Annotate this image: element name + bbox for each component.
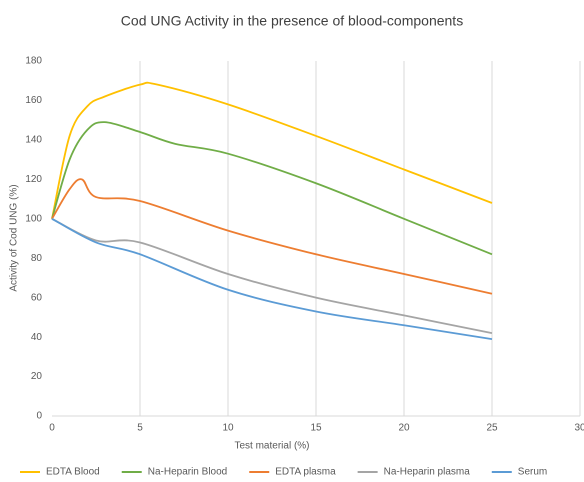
legend-label: EDTA plasma	[275, 467, 336, 478]
y-tick-label: 60	[31, 292, 43, 303]
line	[51, 178, 493, 295]
x-tick-label: 15	[310, 423, 322, 434]
y-tick-label: 80	[31, 253, 43, 264]
x-tick-label: 20	[398, 423, 410, 434]
y-tick-label: 40	[31, 332, 43, 343]
y-tick-label: 0	[36, 411, 42, 422]
legend-label: Na-Heparin Blood	[148, 467, 228, 478]
line	[51, 217, 493, 335]
x-tick-label: 25	[486, 423, 498, 434]
y-axis-label: Activity of Cod UNG (%)	[9, 184, 20, 291]
x-tick-label: 5	[137, 423, 143, 434]
legend-label: EDTA Blood	[46, 467, 100, 478]
chart-title: Cod UNG Activity in the presence of bloo…	[121, 13, 463, 29]
x-tick-label: 10	[222, 423, 234, 434]
line	[51, 81, 493, 219]
legend-label: Na-Heparin plasma	[384, 467, 471, 478]
line	[51, 217, 493, 340]
y-tick-label: 100	[25, 213, 42, 224]
legend-label: Serum	[518, 467, 547, 478]
y-tick-label: 140	[25, 135, 42, 146]
y-tick-label: 160	[25, 95, 42, 106]
y-tick-label: 120	[25, 174, 42, 185]
y-tick-label: 20	[31, 371, 43, 382]
y-tick-label: 180	[25, 56, 42, 67]
line	[51, 121, 493, 256]
x-tick-label: 0	[49, 423, 55, 434]
x-tick-label: 30	[574, 423, 584, 434]
x-axis-label: Test material (%)	[234, 441, 309, 452]
